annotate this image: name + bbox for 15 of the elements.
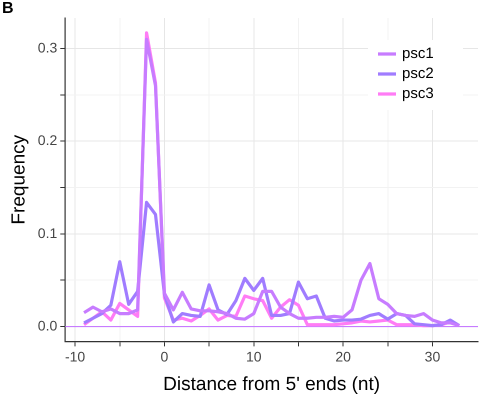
x-tick-label: 30 bbox=[424, 348, 440, 365]
x-axis-title: Distance from 5' ends (nt) bbox=[163, 374, 380, 395]
y-tick-label: 0.3 bbox=[38, 39, 58, 56]
y-axis-title: Frequency bbox=[8, 134, 30, 225]
y-tick-label: 0.0 bbox=[38, 317, 58, 334]
legend-label: psc1 bbox=[402, 45, 434, 62]
legend-label: psc3 bbox=[402, 85, 434, 102]
x-tick-label: 10 bbox=[246, 348, 262, 365]
y-tick-label: 0.1 bbox=[38, 224, 58, 241]
legend-label: psc2 bbox=[402, 65, 434, 82]
x-tick-label: 0 bbox=[160, 348, 169, 365]
x-tick-label: 20 bbox=[335, 348, 352, 365]
text: B bbox=[2, 0, 14, 18]
y-tick-label: 0.2 bbox=[38, 132, 58, 148]
x-tick-label: -10 bbox=[64, 348, 86, 365]
